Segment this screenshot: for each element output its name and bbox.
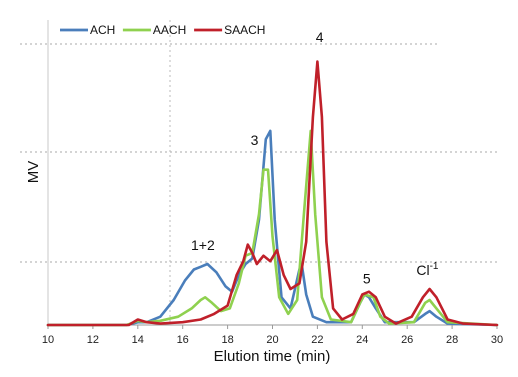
peak-label-superscript: -1 xyxy=(430,261,439,272)
peak-label: 4 xyxy=(316,29,324,45)
peak-annotations: 1+2 3 4 5 Cl-1 xyxy=(191,29,439,286)
x-tick-label: 24 xyxy=(356,334,368,346)
x-tick-label: 12 xyxy=(87,334,99,346)
x-tick-label: 16 xyxy=(177,334,189,346)
x-tick-labels: 10 12 14 16 18 20 22 24 26 28 30 xyxy=(42,325,503,346)
y-axis-label: MV xyxy=(25,161,42,184)
x-axis-label: Elution time (min) xyxy=(214,348,331,365)
peak-label: 3 xyxy=(251,132,259,148)
x-tick-label: 18 xyxy=(221,334,233,346)
peak-label: 1+2 xyxy=(191,237,215,253)
series-line-saach xyxy=(46,60,499,327)
peak-label: 5 xyxy=(363,270,371,286)
legend-label-aach: AACH xyxy=(153,23,186,37)
peak-label: Cl-1 xyxy=(416,261,439,278)
x-tick-label: 20 xyxy=(266,334,278,346)
legend-label-ach: ACH xyxy=(90,23,115,37)
x-tick-label: 30 xyxy=(491,334,503,346)
x-tick-label: 26 xyxy=(401,334,413,346)
x-tick-label: 10 xyxy=(42,334,54,346)
gridlines xyxy=(20,20,497,325)
x-tick-label: 22 xyxy=(311,334,323,346)
x-tick-label: 28 xyxy=(446,334,458,346)
series-lines xyxy=(46,60,499,327)
series-line-aach xyxy=(46,129,499,327)
x-tick-label: 14 xyxy=(132,334,144,346)
legend-label-saach: SAACH xyxy=(224,23,265,37)
legend: ACH AACH SAACH xyxy=(60,23,265,37)
